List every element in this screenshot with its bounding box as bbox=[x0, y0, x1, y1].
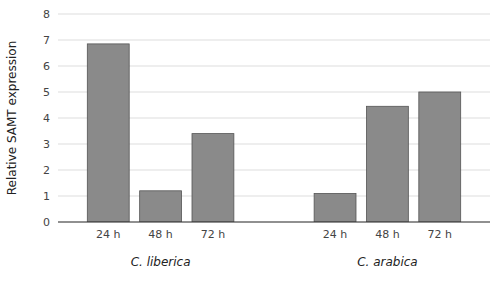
x-tick-label: 24 h bbox=[323, 228, 347, 241]
grid-line bbox=[58, 40, 490, 41]
x-tick-label: 24 h bbox=[96, 228, 120, 241]
bar bbox=[419, 92, 461, 222]
x-axis-line bbox=[58, 222, 490, 223]
grid-line bbox=[58, 222, 490, 223]
y-tick-label: 8 bbox=[43, 8, 50, 21]
x-tick-label: 72 h bbox=[428, 228, 452, 241]
chart-svg: 0 1 2 3 4 5 6 7 8 24 h 48 h 72 h 24 h 48 h 72 h C. libe… bbox=[0, 0, 500, 294]
y-tick-label: 6 bbox=[43, 60, 50, 73]
grid-line bbox=[58, 14, 490, 15]
y-tick-label: 3 bbox=[43, 138, 50, 151]
group-label: C. arabica bbox=[357, 255, 418, 269]
x-tick-label: 72 h bbox=[201, 228, 225, 241]
y-tick-label: 0 bbox=[43, 216, 50, 229]
bar bbox=[314, 193, 356, 222]
x-tick-label: 48 h bbox=[148, 228, 172, 241]
y-axis-label: Relative SAMT expression bbox=[5, 41, 19, 195]
y-tick-label: 5 bbox=[43, 86, 50, 99]
y-tick-label: 2 bbox=[43, 164, 50, 177]
y-tick-label: 7 bbox=[43, 34, 50, 47]
y-tick-label: 1 bbox=[43, 190, 50, 203]
bar bbox=[366, 106, 408, 222]
bar bbox=[192, 134, 234, 222]
bar bbox=[140, 191, 182, 222]
bar bbox=[87, 44, 129, 222]
x-tick-label: 48 h bbox=[375, 228, 399, 241]
y-tick-label: 4 bbox=[43, 112, 50, 125]
chart-container: 0 1 2 3 4 5 6 7 8 24 h 48 h 72 h 24 h 48 h 72 h C. libe… bbox=[0, 0, 500, 294]
bars bbox=[87, 44, 460, 222]
group-label: C. liberica bbox=[131, 255, 191, 269]
